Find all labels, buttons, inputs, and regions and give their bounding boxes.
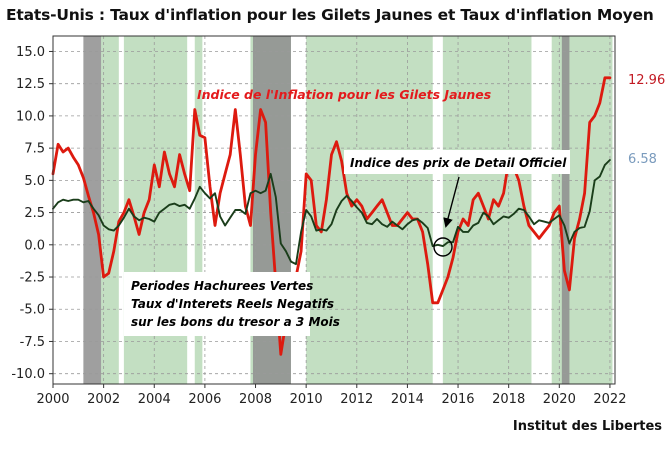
x-tick-label: 2006 [188, 392, 221, 407]
gilets-end-value-label: 12.96 [628, 73, 665, 88]
grey-period-band [561, 36, 570, 384]
x-tick-label: 2012 [340, 392, 373, 407]
y-tick-label: 2.5 [24, 206, 45, 221]
shading-legend-line-1: Periodes Hachurees Vertes [131, 279, 313, 293]
y-tick-label: -10.0 [11, 367, 45, 382]
axes: 15.0 12.5 10.0 7.5 5.0 2.5 0.0 -2.5 -5.0 -7.5 -10.… [11, 35, 626, 407]
x-tick-label: 2002 [87, 392, 120, 407]
x-tick-label: 2022 [593, 392, 626, 407]
green-period-band [194, 36, 203, 384]
shading-legend-box [124, 272, 310, 336]
x-tick-label: 2008 [239, 392, 272, 407]
highlight-circle [433, 237, 453, 257]
official-series-annotation: Indice des prix de Detail Officiel [350, 156, 567, 170]
official-inflation-line [52, 159, 611, 266]
green-period-band [306, 36, 433, 384]
official-annotation-box [344, 150, 570, 174]
chart-title: Etats-Unis : Taux d'inflation pour les G… [6, 6, 654, 24]
gilets-series-annotation: Indice de l'Inflation pour les Gilets Ja… [197, 87, 491, 102]
y-tick-label: 12.5 [16, 77, 45, 92]
y-tick-label: 15.0 [16, 45, 45, 60]
x-tick-label: 2016 [441, 392, 474, 407]
green-period-band [101, 36, 119, 384]
source-credit: Institut des Libertes [512, 419, 662, 434]
y-tick-label: 7.5 [24, 142, 45, 157]
annotations: Indice de l'Inflation pour les Gilets Ja… [124, 73, 665, 336]
series-lines [51, 76, 612, 356]
official-end-value-label: 6.58 [628, 152, 657, 167]
x-tick-label: 2004 [138, 392, 171, 407]
gilets-inflation-line [51, 76, 612, 356]
annotation-arrow [443, 176, 460, 228]
y-tick-label: -2.5 [20, 271, 45, 286]
x-tick-label: 2020 [543, 392, 576, 407]
y-tick-label: 0.0 [24, 238, 45, 253]
shading-legend-line-2: Taux d'Interets Reels Negatifs [131, 297, 334, 311]
x-tick-label: 2010 [290, 392, 323, 407]
y-tick-label: 5.0 [24, 174, 45, 189]
plot-frame [52, 35, 616, 385]
shading-legend-line-3: sur les bons du tresor a 3 Mois [131, 315, 340, 329]
y-tick-label: -7.5 [20, 335, 45, 350]
y-tick-label: -5.0 [20, 303, 45, 318]
x-tick-label: 2018 [492, 392, 525, 407]
x-tick-label: 2014 [391, 392, 424, 407]
x-tick-label: 2000 [36, 392, 69, 407]
y-tick-label: 10.0 [16, 109, 45, 124]
